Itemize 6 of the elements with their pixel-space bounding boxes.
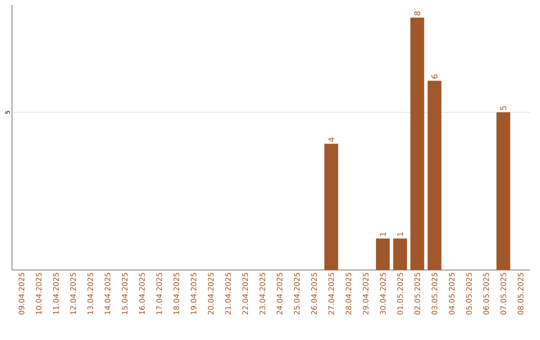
bar	[393, 238, 407, 270]
bar	[410, 18, 424, 270]
bar	[496, 112, 510, 270]
bar	[324, 144, 338, 270]
bar	[428, 80, 442, 270]
bar	[376, 238, 390, 270]
